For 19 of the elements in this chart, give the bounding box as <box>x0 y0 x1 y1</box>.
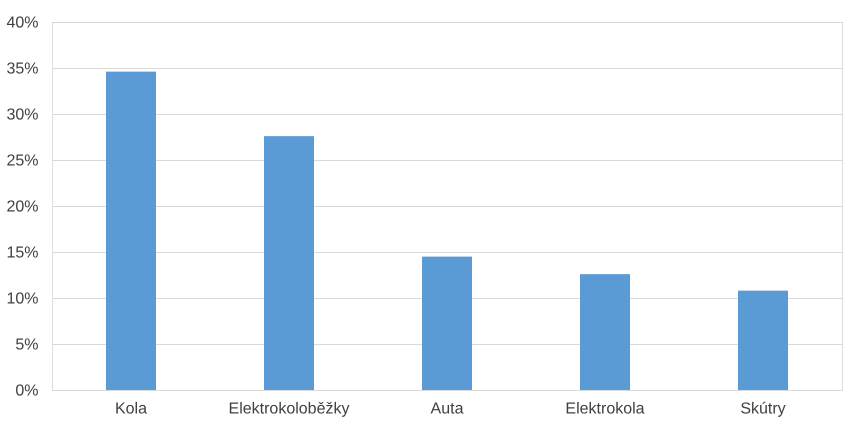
y-tick-label: 35% <box>6 60 38 78</box>
y-tick-label: 40% <box>6 14 38 32</box>
bar <box>106 72 156 390</box>
bar <box>422 256 472 390</box>
y-tick-label: 5% <box>15 336 38 354</box>
x-tick-label: Elektrokoloběžky <box>228 400 350 418</box>
x-tick-label: Auta <box>430 400 464 418</box>
y-tick-label: 30% <box>6 106 38 124</box>
y-tick-label: 15% <box>6 244 38 262</box>
x-tick-label: Kola <box>114 400 148 418</box>
x-tick-label: Elektrokola <box>565 400 645 418</box>
y-tick-label: 0% <box>15 382 38 400</box>
y-tick-label: 20% <box>6 198 38 216</box>
y-tick-label: 25% <box>6 152 38 170</box>
bar <box>738 290 788 390</box>
bar <box>264 136 314 390</box>
bar <box>580 274 630 390</box>
x-tick-label: Skútry <box>740 400 786 418</box>
y-tick-label: 10% <box>6 290 38 308</box>
